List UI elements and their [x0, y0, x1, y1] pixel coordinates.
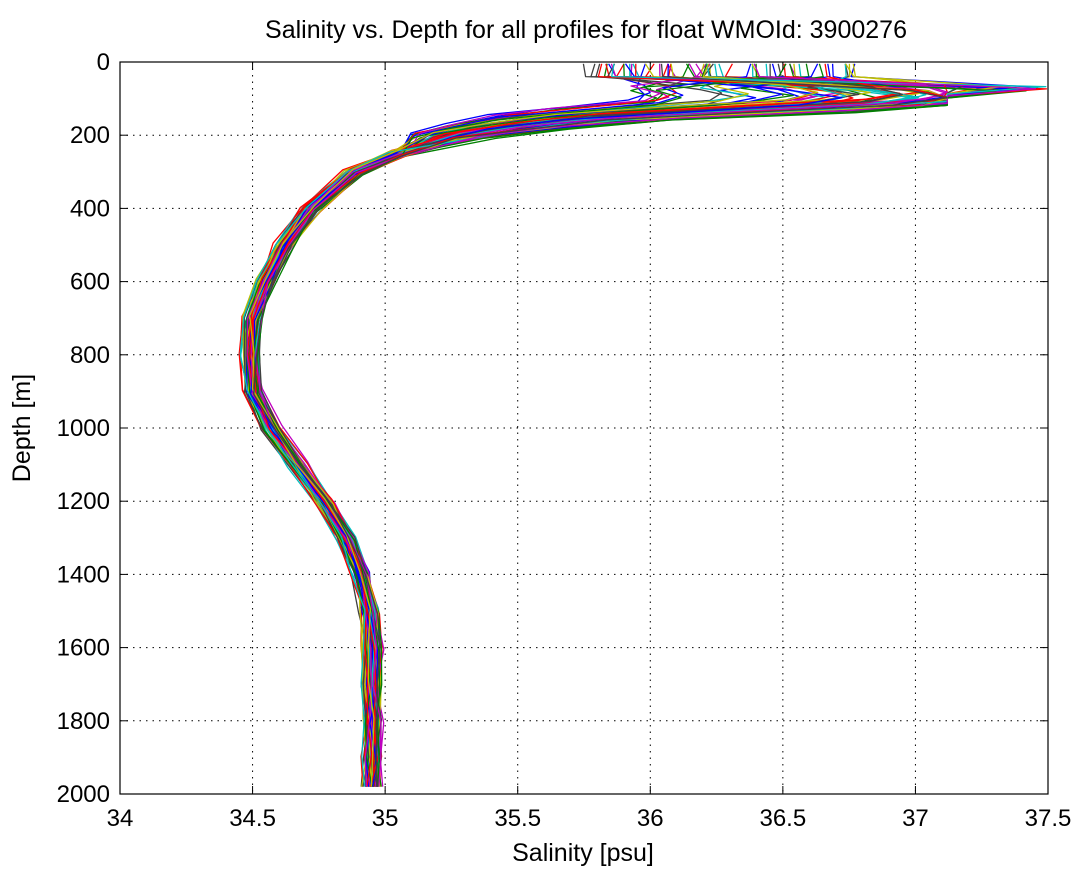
- axis-ticks: 34 34.5 35 35.5 36 36.5 37 37.5 0 200 400 600 800 100…: [57, 49, 1072, 832]
- x-tick-label: 35.5: [494, 805, 541, 832]
- y-tick-label: 800: [70, 342, 110, 369]
- x-tick-label: 37.5: [1025, 805, 1072, 832]
- x-tick-label: 36.5: [759, 805, 806, 832]
- y-tick-label: 200: [70, 122, 110, 149]
- profile-line: [255, 63, 1037, 787]
- chart-title: Salinity vs. Depth for all profiles for …: [265, 16, 907, 44]
- x-axis-label: Salinity [psu]: [512, 839, 654, 867]
- y-tick-label: 1200: [57, 488, 110, 515]
- profile-line: [253, 63, 948, 787]
- y-tick-label: 600: [70, 269, 110, 296]
- x-tick-label: 34: [107, 805, 134, 832]
- profile-line: [249, 63, 819, 787]
- y-axis-label: Depth [m]: [8, 374, 36, 482]
- y-tick-label: 1400: [57, 561, 110, 588]
- profile-line: [246, 63, 942, 787]
- profile-line: [242, 63, 760, 787]
- x-tick-label: 36: [637, 805, 664, 832]
- y-tick-label: 1000: [57, 415, 110, 442]
- profile-lines: [238, 63, 1048, 787]
- x-tick-label: 34.5: [229, 805, 276, 832]
- y-tick-label: 2000: [57, 781, 110, 808]
- y-tick-label: 400: [70, 195, 110, 222]
- profile-line: [250, 63, 843, 787]
- y-tick-label: 1800: [57, 708, 110, 735]
- y-tick-label: 1600: [57, 635, 110, 662]
- profile-line: [242, 63, 871, 787]
- y-tick-label: 0: [97, 49, 110, 76]
- x-tick-label: 35: [372, 805, 399, 832]
- x-tick-label: 37: [902, 805, 929, 832]
- plot-area: [120, 62, 1048, 794]
